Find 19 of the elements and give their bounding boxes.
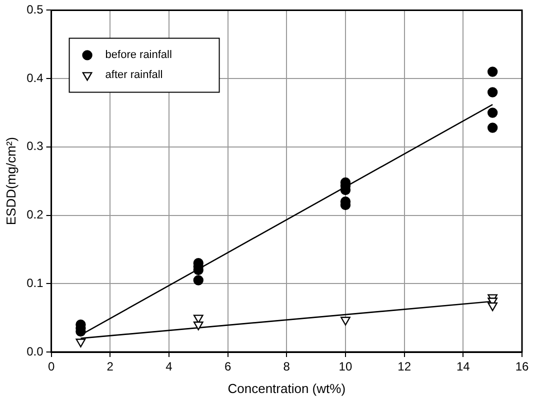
x-tick-label: 2 — [106, 360, 114, 374]
x-tick-label: 8 — [283, 360, 290, 374]
y-tick-label: 0.2 — [26, 208, 44, 222]
x-axis-title: Concentration (wt%) — [228, 380, 346, 396]
x-tick-label: 0 — [48, 360, 55, 374]
y-tick-label: 0.4 — [26, 70, 44, 85]
legend-label: after rainfall — [105, 69, 163, 82]
y-tick-label: 0.1 — [26, 276, 44, 290]
legend-label: before rainfall — [105, 49, 172, 62]
y-tick-label: 0.0 — [26, 344, 44, 358]
y-tick-label: 0.5 — [26, 2, 44, 17]
x-tick-label: 14 — [456, 360, 470, 374]
y-axis-title: ESDD(mg/cm²) — [3, 137, 18, 226]
x-tick-label: 4 — [166, 360, 173, 374]
x-tick-label: 6 — [224, 360, 232, 374]
x-tick-label: 16 — [515, 360, 529, 374]
x-tick-label: 10 — [338, 360, 352, 374]
x-tick-label: 12 — [398, 360, 412, 374]
y-tick-label: 0.3 — [26, 139, 44, 154]
